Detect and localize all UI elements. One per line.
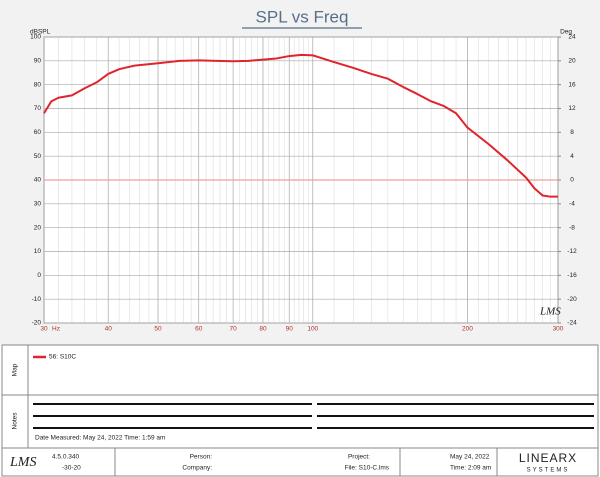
y-tick-label: -20 bbox=[32, 320, 42, 327]
y-tick-label: 70 bbox=[34, 105, 42, 112]
y-tick-label: 80 bbox=[34, 81, 42, 88]
time: Time: 2:09 am bbox=[450, 465, 491, 472]
y2-tick-label: 24 bbox=[568, 34, 576, 41]
x-tick-label: 60 bbox=[195, 326, 203, 333]
y-tick-label: 90 bbox=[34, 58, 42, 65]
version-date: -30-20 bbox=[62, 465, 81, 472]
footer bbox=[1, 447, 599, 477]
logo: LMS bbox=[9, 455, 36, 470]
y2-tick-label: -20 bbox=[567, 296, 577, 303]
y-tick-label: 50 bbox=[34, 153, 42, 160]
y2-tick-label: -8 bbox=[569, 224, 575, 231]
y-tick-label: 30 bbox=[34, 201, 42, 208]
y-tick-label: 100 bbox=[30, 34, 41, 41]
x-tick-label: 300 bbox=[553, 326, 564, 333]
note-lines bbox=[33, 403, 594, 429]
date: May 24, 2022 bbox=[450, 454, 490, 461]
map-label: Map bbox=[12, 363, 19, 376]
y2-tick-label: 16 bbox=[568, 81, 576, 88]
x-tick-label: 50 bbox=[154, 326, 162, 333]
version: 4.5.0.340 bbox=[52, 454, 79, 461]
y-tick-label: 0 bbox=[37, 272, 41, 279]
x-tick-label: 30 bbox=[40, 326, 48, 333]
y2-tick-label: 12 bbox=[568, 105, 576, 112]
company: Company: bbox=[182, 465, 212, 472]
y2-tick-label: 4 bbox=[570, 153, 574, 160]
y2-tick-label: 8 bbox=[570, 129, 574, 136]
brand: LINEARX bbox=[519, 451, 577, 465]
x-tick-label: 200 bbox=[462, 326, 473, 333]
x-tick-label: 70 bbox=[230, 326, 238, 333]
x-unit-label: Hz bbox=[52, 326, 60, 333]
brand-sub: SYSTEMS bbox=[527, 468, 570, 474]
series-line bbox=[43, 53, 558, 198]
chart-title: SPL vs Freq bbox=[256, 7, 349, 26]
date-measured: Date Measured: May 24, 2022 Time: 1:59 a… bbox=[35, 435, 165, 442]
map-panel bbox=[1, 344, 599, 396]
y-tick-label: 10 bbox=[34, 248, 42, 255]
y-tick-label: -10 bbox=[32, 296, 42, 303]
y-tick-label: 60 bbox=[34, 129, 42, 136]
project: Project: bbox=[348, 454, 370, 461]
legend-entry: 56: S10C bbox=[49, 354, 76, 361]
x-tick-label: 100 bbox=[307, 326, 318, 333]
person: Person: bbox=[190, 454, 213, 461]
y2-axis-label: Deg bbox=[560, 29, 572, 36]
y2-tick-label: -16 bbox=[567, 272, 577, 279]
y2-tick-label: 0 bbox=[570, 177, 574, 184]
plot: 30 40 50 60 70 80 90 100 200 300Hz-20-10010203040… bbox=[30, 34, 577, 333]
notes-label: Notes bbox=[12, 412, 19, 430]
x-tick-label: 80 bbox=[259, 326, 267, 333]
y2-tick-label: -12 bbox=[567, 248, 577, 255]
y2-tick-label: -4 bbox=[569, 201, 575, 208]
x-tick-label: 40 bbox=[105, 326, 113, 333]
x-tick-label: 90 bbox=[286, 326, 294, 333]
file: File: S10-C.lms bbox=[345, 465, 390, 472]
y-axis-label: dBSPL bbox=[30, 29, 51, 36]
y2-tick-label: 20 bbox=[568, 58, 576, 65]
y2-tick-label: -24 bbox=[567, 320, 577, 327]
y-tick-label: 20 bbox=[34, 224, 42, 231]
y-tick-label: 40 bbox=[34, 177, 42, 184]
plot-logo: LMS bbox=[539, 306, 561, 318]
